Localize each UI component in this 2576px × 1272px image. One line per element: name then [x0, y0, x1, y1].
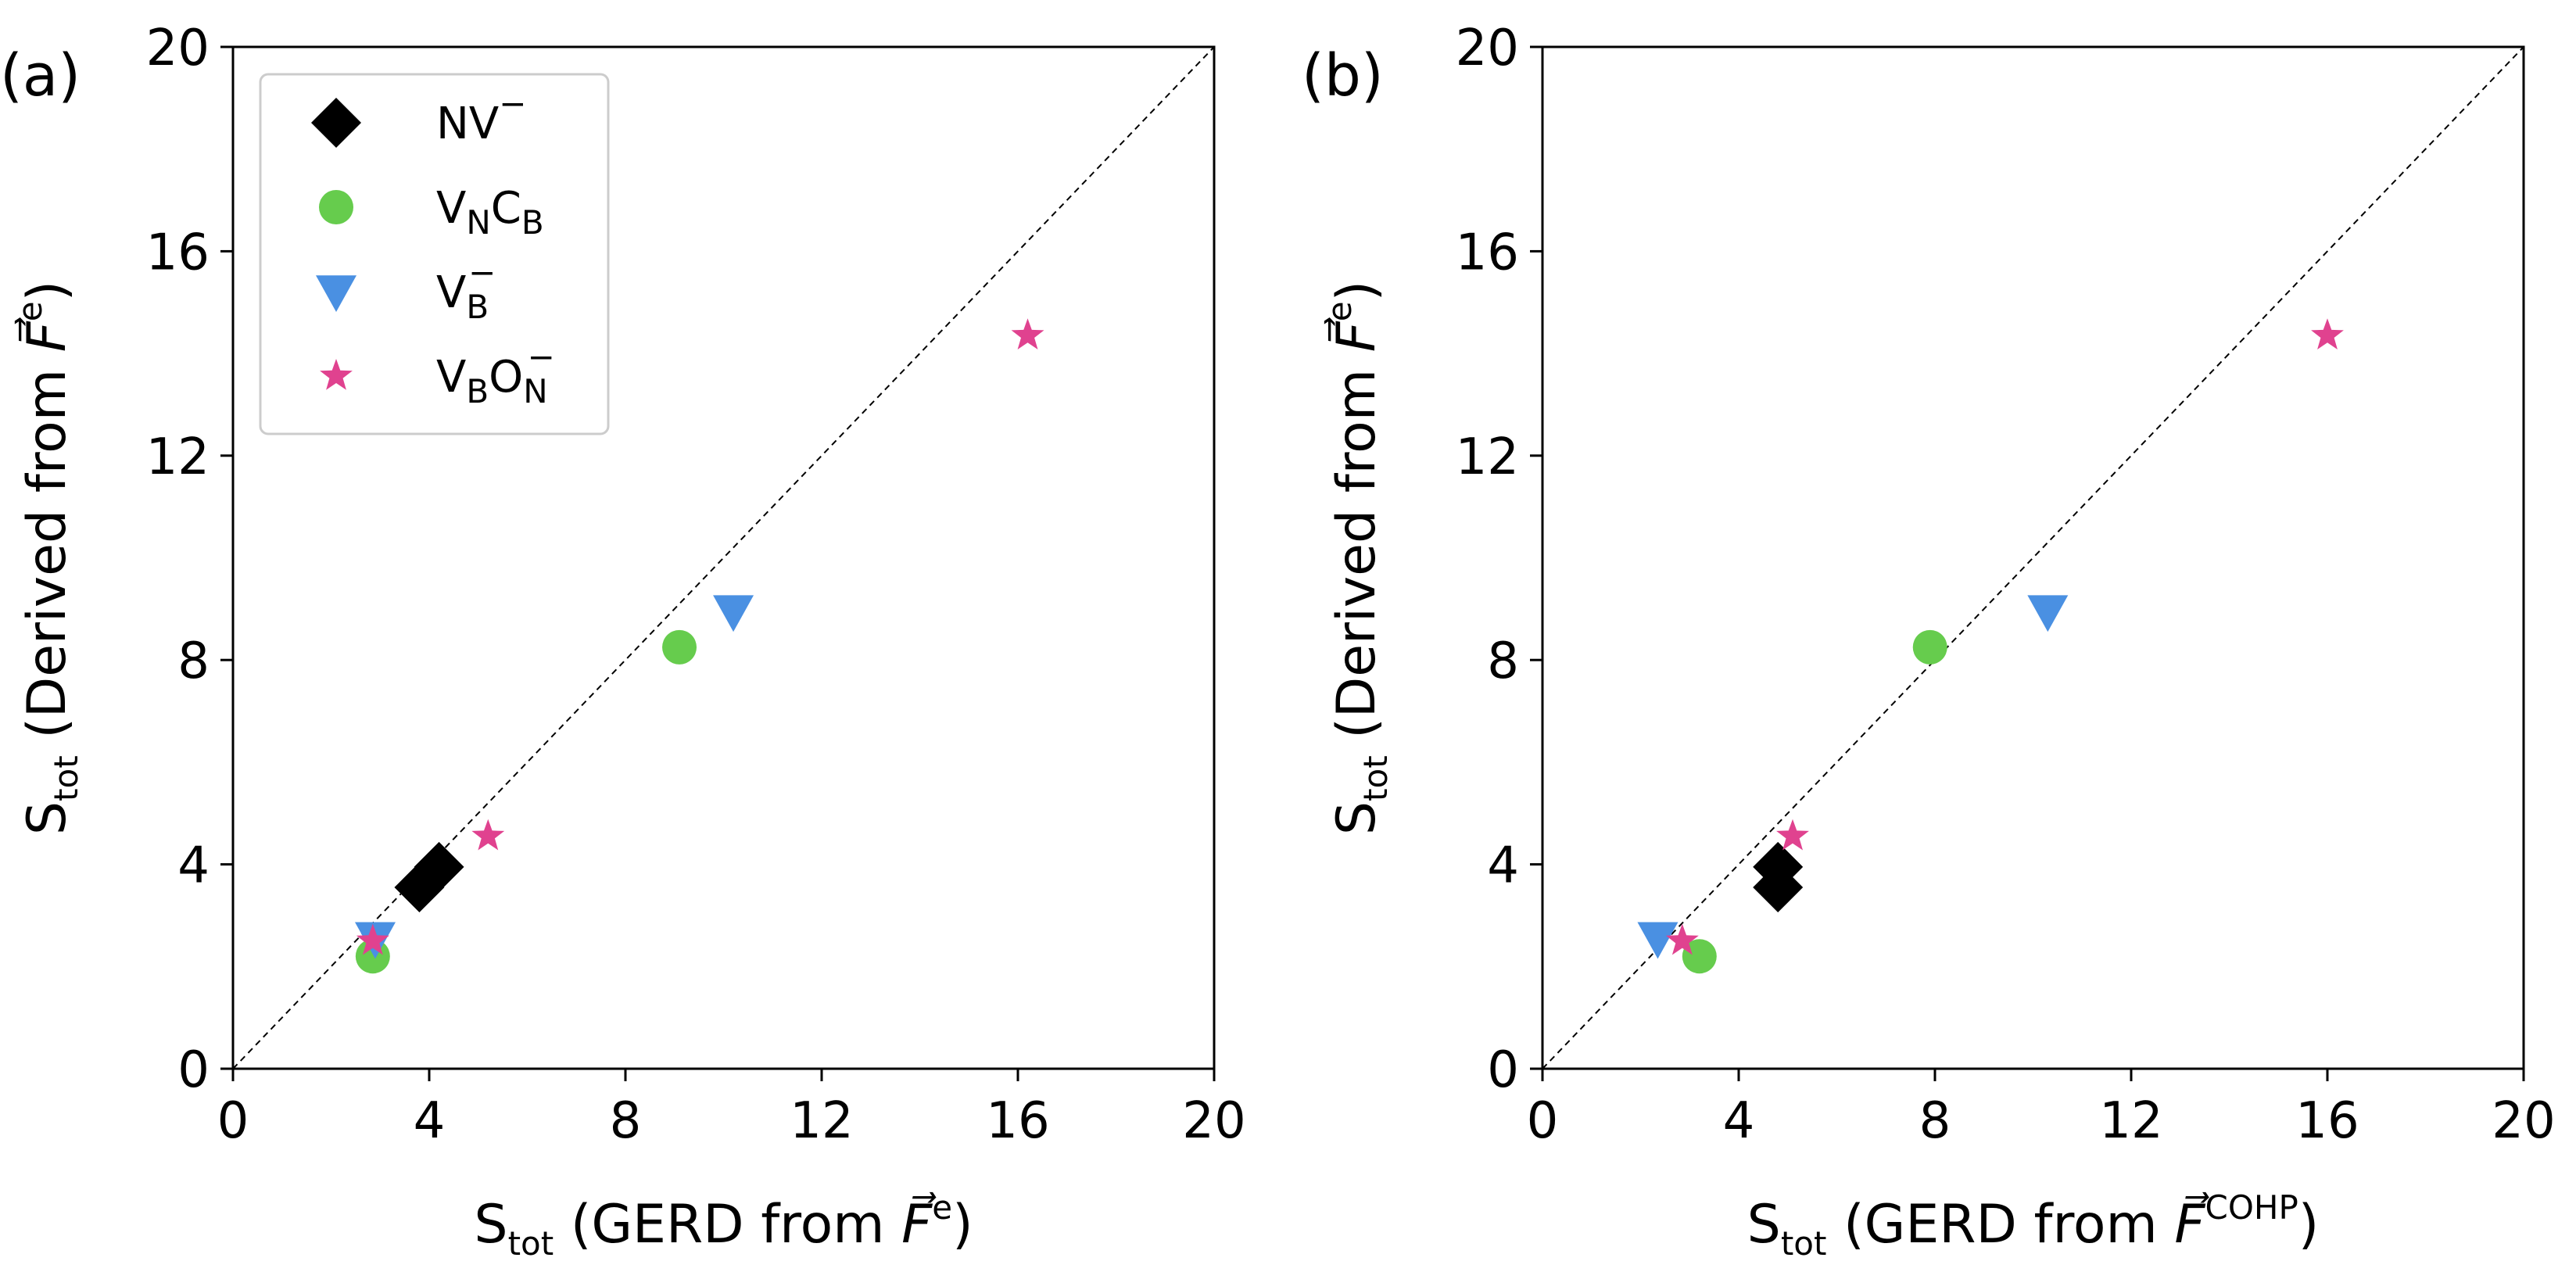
- y-tick-label: 12: [146, 428, 210, 486]
- x-tick-label: 0: [217, 1092, 249, 1150]
- legend: NV− VNCB VB− VBON−: [259, 73, 610, 435]
- panel-a: 0 4 8 12 16 20 0 4 8 12 16 20 (a) Stot (GERD from F⃗e…: [0, 20, 1246, 1263]
- y-tick-label: 8: [1487, 632, 1519, 690]
- x-tick-label: 4: [414, 1092, 446, 1150]
- y-axis-label: Stot (Derived from F⃗e): [11, 281, 85, 835]
- y-tick-label: 8: [177, 632, 210, 690]
- data-point-vbon: [471, 819, 505, 851]
- y-axis-label: Stot (Derived from F⃗e): [1320, 281, 1395, 835]
- legend-marker-vncb: [319, 190, 353, 224]
- y-tick-label: 4: [177, 837, 210, 895]
- x-tick-label: 16: [2295, 1092, 2359, 1150]
- data-point-vbon: [356, 923, 389, 955]
- x-tick-label: 0: [1527, 1092, 1559, 1150]
- identity-line: [232, 46, 1215, 1070]
- identity-line: [1542, 46, 2524, 1070]
- panel-b: 0 4 8 12 16 20 0 4 8 12 16 20 (b) Stot (GERD from F⃗C…: [1302, 20, 2556, 1263]
- x-tick-label: 12: [2099, 1092, 2162, 1150]
- x-tick-label: 16: [986, 1092, 1049, 1150]
- y-tick-label: 0: [177, 1041, 210, 1099]
- data-point-vbon: [2311, 318, 2344, 349]
- legend-marker-nv: [311, 98, 361, 148]
- x-tick-label: 12: [790, 1092, 853, 1150]
- x-tick-label: 4: [1723, 1092, 1755, 1150]
- data-point-vncb: [1912, 629, 1947, 665]
- y-tick-label: 16: [1456, 224, 1519, 281]
- data-point-vbon: [1665, 923, 1699, 955]
- legend-label: VBON−: [436, 338, 555, 410]
- legend-item-vb: VB−: [316, 253, 496, 326]
- x-axis-label: Stot (GERD from F⃗e): [474, 1188, 973, 1263]
- y-tick-label: 12: [1456, 428, 1519, 486]
- data-point-vbon: [1776, 819, 1809, 851]
- data-point-vncb: [355, 939, 390, 974]
- legend-item-nv: NV−: [311, 84, 526, 149]
- x-tick-label: 20: [2492, 1092, 2555, 1150]
- legend-item-vncb: VNCB: [319, 183, 544, 242]
- panel-label: (b): [1302, 42, 1384, 109]
- plot-frame: [231, 45, 1216, 1070]
- data-point-vncb: [1682, 939, 1717, 974]
- legend-label: NV−: [436, 84, 526, 149]
- data-point-vb: [2027, 595, 2069, 632]
- y-tick-label: 4: [1487, 837, 1519, 895]
- data-point-vb: [1637, 922, 1679, 959]
- x-tick-label: 8: [610, 1092, 642, 1150]
- y-tick-label: 20: [146, 20, 210, 77]
- y-tick-label: 20: [1456, 20, 1519, 77]
- legend-box: [259, 73, 610, 435]
- data-point-vb: [713, 595, 754, 632]
- legend-label: VNCB: [436, 183, 544, 242]
- legend-marker-vb: [316, 275, 356, 312]
- x-axis-label: Stot (GERD from F⃗COHP): [1747, 1188, 2320, 1263]
- data-point-nv: [414, 841, 464, 892]
- data-point-vbon: [1011, 318, 1044, 349]
- legend-marker-vbon: [320, 359, 353, 390]
- y-tick-label: 16: [146, 224, 210, 281]
- x-tick-label: 20: [1182, 1092, 1245, 1150]
- plot-frame: [1541, 45, 2525, 1070]
- data-point-nv: [1753, 841, 1804, 892]
- data-point-vncb: [662, 629, 697, 665]
- y-tick-label: 0: [1487, 1041, 1519, 1099]
- panel-label: (a): [0, 42, 81, 109]
- legend-label: VB−: [436, 253, 496, 326]
- legend-item-vbon: VBON−: [320, 338, 555, 410]
- x-tick-label: 8: [1919, 1092, 1951, 1150]
